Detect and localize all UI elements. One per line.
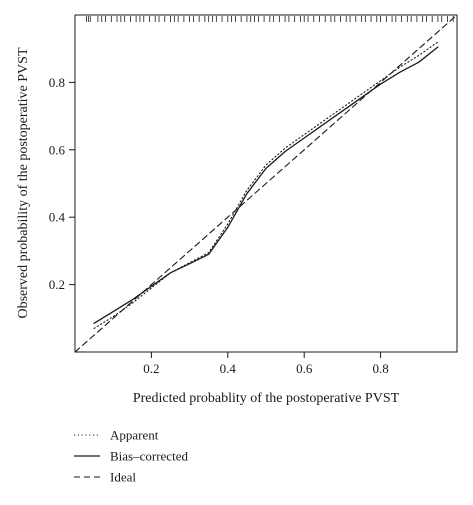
- series-lines: [74, 14, 458, 353]
- y-tick-label: 0.8: [49, 75, 65, 90]
- y-tick-label: 0.2: [49, 277, 65, 292]
- rug-marks: [86, 16, 454, 22]
- legend: Apparent Bias–corrected Ideal: [74, 428, 188, 485]
- x-tick-label: 0.2: [143, 361, 159, 376]
- series-line-apparent: [93, 41, 439, 329]
- plot-frame: [74, 14, 458, 353]
- series-line-ideal: [74, 14, 458, 353]
- y-tick-label: 0.4: [49, 210, 66, 225]
- x-axis-ticks: 0.2 0.4 0.6 0.8: [143, 352, 389, 376]
- x-axis-label: Predicted probablity of the postoperativ…: [133, 391, 400, 406]
- y-axis-label: Observed probability of the postoperativ…: [16, 47, 31, 318]
- legend-label-bias-corrected: Bias–corrected: [110, 449, 188, 464]
- legend-label-apparent: Apparent: [110, 428, 159, 443]
- y-axis-ticks: 0.2 0.4 0.6 0.8: [49, 75, 75, 292]
- series-line-bias-corrected: [93, 46, 439, 325]
- x-tick-label: 0.6: [296, 361, 313, 376]
- x-tick-label: 0.4: [220, 361, 237, 376]
- legend-label-ideal: Ideal: [110, 470, 136, 485]
- x-tick-label: 0.8: [372, 361, 388, 376]
- y-tick-label: 0.6: [49, 142, 66, 157]
